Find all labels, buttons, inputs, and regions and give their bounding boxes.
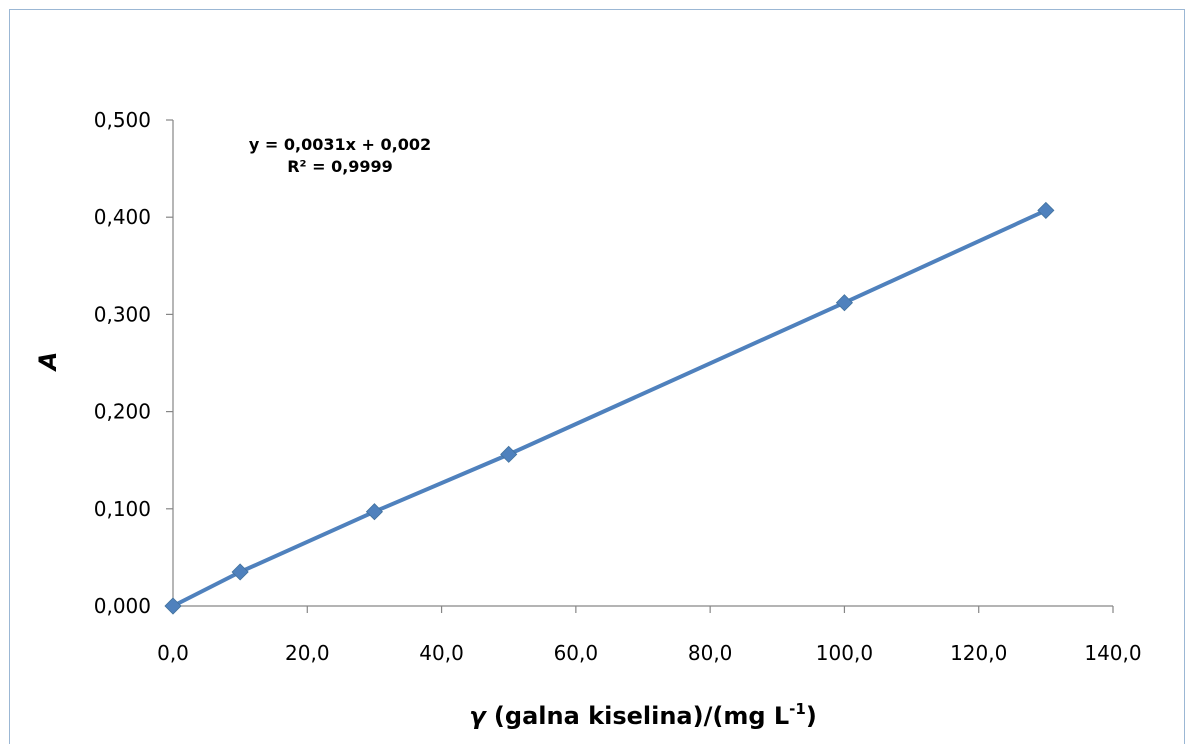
data-point-marker: [231, 563, 249, 581]
x-axis-title-symbol: γ: [469, 702, 487, 730]
x-tick-label: 120,0: [950, 641, 1007, 665]
x-ticks: 0,0 20,0 40,0 60,0 80,0 100,0 120,0 140,0: [157, 606, 1142, 665]
x-axis-title-close: ): [806, 702, 817, 730]
data-points: [164, 201, 1055, 615]
series-line: [172, 208, 1047, 608]
y-tick-label: 0,500: [94, 108, 151, 132]
x-tick-label: 0,0: [157, 641, 189, 665]
y-tick-label: 0,400: [94, 205, 151, 229]
trendline-equation: y = 0,0031x + 0,002: [249, 135, 431, 154]
y-tick-label: 0,000: [94, 594, 151, 618]
x-axis-title-superscript: -1: [789, 700, 806, 718]
y-tick-label: 0,100: [94, 497, 151, 521]
data-point-marker: [500, 445, 518, 463]
x-tick-label: 140,0: [1084, 641, 1141, 665]
x-tick-label: 20,0: [285, 641, 330, 665]
data-point-marker: [164, 597, 182, 615]
y-axis-title: A: [34, 352, 62, 373]
x-tick-label: 80,0: [688, 641, 733, 665]
x-axis-title-text: (galna kiselina)/(mg L: [486, 702, 790, 730]
x-tick-label: 100,0: [816, 641, 873, 665]
chart-frame: [9, 9, 1185, 744]
data-point-marker: [365, 503, 383, 521]
data-point-marker: [1037, 201, 1055, 219]
x-axis-title: γ (galna kiselina)/(mg L-1): [469, 700, 817, 730]
x-tick-label: 60,0: [554, 641, 599, 665]
y-tick-label: 0,200: [94, 400, 151, 424]
x-tick-label: 40,0: [419, 641, 464, 665]
data-point-marker: [835, 294, 853, 312]
y-ticks: 0,000 0,100 0,200 0,300 0,400 0,500: [94, 108, 173, 618]
y-tick-label: 0,300: [94, 302, 151, 326]
trendline-r-squared: R² = 0,9999: [287, 157, 393, 176]
